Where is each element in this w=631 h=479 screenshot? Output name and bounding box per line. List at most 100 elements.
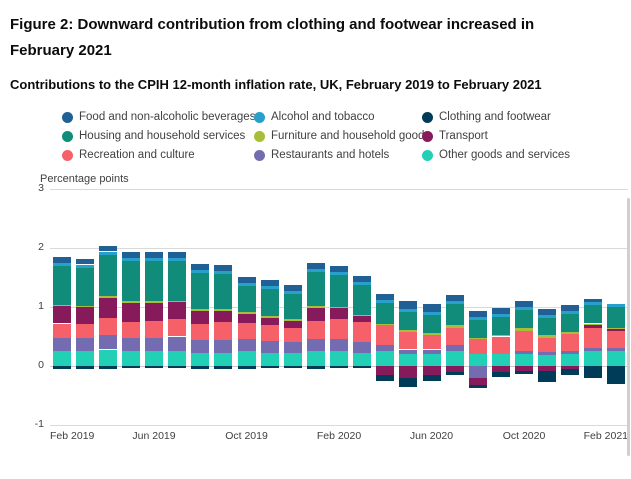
bar-segment [515, 370, 533, 374]
bar-segment [121, 301, 140, 303]
bar-segment [145, 366, 163, 368]
bar-segment [214, 265, 233, 271]
x-tick-label: Feb 2020 [316, 430, 362, 442]
bar-segment [191, 323, 210, 340]
bar-segment [168, 261, 187, 302]
bar-segment [75, 323, 94, 339]
legend-item-housing-and-household-services[interactable]: Housing and household services [62, 130, 254, 142]
bar-segment [445, 295, 464, 302]
x-axis: Feb 2019 Jun 2019 Oct 2019 Feb 2020 Jun 2020… [50, 425, 628, 445]
bar-segment [283, 342, 302, 353]
legend-dot-icon [62, 149, 73, 161]
legend-item-transport[interactable]: Transport [422, 130, 619, 142]
x-tick-label: Oct 2020 [502, 430, 546, 442]
bar-segment [376, 351, 395, 367]
legend-item-clothing-and-footwear[interactable]: Clothing and footwear [422, 111, 619, 123]
bar-segment [538, 315, 557, 319]
legend-dot-icon [254, 111, 265, 123]
bar-segment [214, 274, 233, 310]
legend-item-furniture-and-household-goods[interactable]: Furniture and household goods [254, 130, 430, 142]
bar-segment [376, 366, 395, 375]
bar-segment [306, 339, 325, 352]
bar-segment [306, 268, 325, 272]
bar-segment [306, 262, 325, 269]
y-axis-title: Percentage points [40, 173, 129, 185]
legend-label: Food and non-alcoholic beverages [79, 111, 256, 123]
bar-segment [52, 323, 71, 339]
bar-segment [491, 336, 510, 355]
bar-segment [145, 320, 163, 339]
bar-segment [399, 354, 418, 366]
bar-segment [584, 301, 603, 305]
bar-segment [445, 371, 464, 375]
bar-segment [145, 258, 163, 261]
bar-segment [330, 366, 348, 368]
bar-segment [515, 327, 533, 331]
bar-segment [607, 329, 626, 331]
legend-label: Clothing and footwear [439, 111, 551, 123]
bar-segment [330, 271, 348, 275]
bar-segment [399, 312, 418, 330]
bar-segment [306, 366, 325, 369]
bar-segment [214, 310, 233, 323]
bar-segment [260, 289, 279, 316]
legend-item-other-goods-and-services[interactable]: Other goods and services [422, 149, 619, 161]
legend-label: Other goods and services [439, 149, 571, 161]
bar-segment [98, 251, 117, 255]
bar-segment [237, 339, 256, 352]
bar-segment [353, 314, 372, 316]
legend-item-recreation-and-culture[interactable]: Recreation and culture [62, 149, 254, 161]
bar-segment [607, 366, 626, 384]
bar-segment [422, 334, 441, 350]
bar-segment [399, 309, 418, 313]
bar-segment [260, 280, 279, 287]
legend-item-restaurants-and-hotels[interactable]: Restaurants and hotels [254, 149, 422, 161]
bar-segment [75, 307, 94, 324]
legend-item-food-and-non-alcoholic-beverages[interactable]: Food and non-alcoholic beverages [62, 111, 256, 123]
bar-segment [445, 366, 464, 372]
bar-segment [237, 282, 256, 286]
bar-segment [214, 340, 233, 353]
bar-segment [353, 282, 372, 286]
bar-segment [538, 352, 557, 356]
bar-segment [376, 323, 395, 325]
bar-segment [191, 353, 210, 366]
bar-segment [237, 322, 256, 340]
chart-legend: Food and non-alcoholic beverages Alcohol … [62, 111, 619, 161]
bar-segment [468, 366, 487, 378]
bar-segment [260, 317, 279, 325]
bar-segment [283, 291, 302, 295]
legend-label: Transport [439, 130, 488, 142]
bar-segment [260, 324, 279, 342]
bar-segment [52, 304, 71, 306]
bar-segment [353, 315, 372, 322]
bar-segment [584, 327, 603, 349]
bar-segment [561, 333, 580, 352]
scrollbar-thumb[interactable] [627, 198, 630, 456]
bar-segment [191, 263, 210, 270]
bar-segment [561, 331, 580, 334]
legend-label: Recreation and culture [79, 149, 195, 161]
bar-segment [515, 351, 533, 355]
bar-segment [422, 374, 441, 381]
bar-segment [306, 307, 325, 321]
bar-segment [237, 366, 256, 369]
figure-title: Figure 2: Downward contribution from clo… [10, 16, 535, 59]
bar-segment [237, 314, 256, 323]
bar-segment [491, 314, 510, 317]
legend-dot-icon [422, 149, 433, 161]
bar-segment [75, 366, 94, 369]
bar-segment [75, 267, 94, 306]
bar-segment [98, 245, 117, 252]
bar-segment [121, 351, 140, 367]
bar-segment [422, 315, 441, 333]
bar-segment [491, 308, 510, 315]
bar-segment [515, 354, 533, 366]
bar-segment [330, 307, 348, 309]
bar-segment [237, 285, 256, 313]
bar-segment [468, 377, 487, 385]
legend-item-alcohol-and-tobacco[interactable]: Alcohol and tobacco [254, 111, 422, 123]
legend-dot-icon [62, 130, 73, 142]
bar-segment [330, 274, 348, 307]
bar-segment [75, 264, 94, 268]
